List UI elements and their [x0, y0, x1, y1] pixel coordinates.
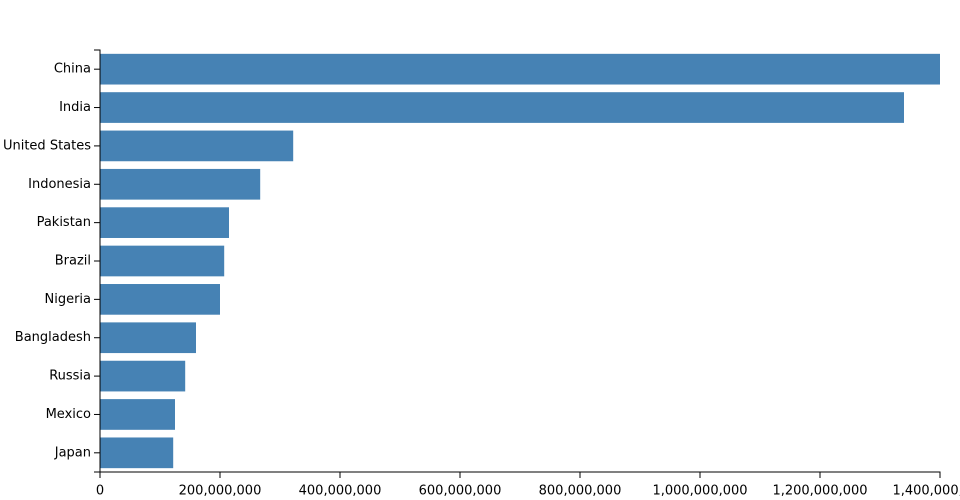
bar: [100, 53, 940, 85]
x-tick-label: 400,000,000: [299, 484, 382, 499]
bar: [100, 437, 174, 469]
bar: [100, 284, 220, 315]
bar: [100, 207, 229, 238]
y-tick-label: China: [54, 62, 91, 77]
x-tick-label: 1,200,000,000: [772, 484, 867, 499]
x-axis: [99, 471, 941, 478]
bar: [100, 360, 186, 392]
y-tick-label: Japan: [54, 445, 91, 460]
x-tick-label: 1,400,000,000: [892, 484, 960, 499]
y-tick-label: United States: [3, 138, 91, 153]
y-tick-label: Russia: [49, 369, 91, 384]
x-tick-label: 1,000,000,000: [652, 484, 747, 499]
bar: [100, 399, 175, 430]
x-tick-label: 200,000,000: [179, 484, 262, 499]
y-tick-label: Brazil: [55, 254, 91, 269]
y-tick-label: Nigeria: [44, 292, 91, 307]
x-tick-label: 0: [96, 484, 104, 499]
x-tick-label: 800,000,000: [539, 484, 622, 499]
bar: [100, 245, 225, 277]
y-tick-label: India: [59, 100, 91, 115]
y-tick-label: Indonesia: [28, 177, 91, 192]
bar: [100, 322, 196, 354]
bar: [100, 92, 904, 123]
x-tick-label: 600,000,000: [419, 484, 502, 499]
y-axis: [94, 49, 101, 473]
y-tick-label: Bangladesh: [15, 330, 91, 345]
bar: [100, 130, 294, 162]
bar: [100, 168, 261, 200]
y-tick-label: Mexico: [46, 407, 91, 422]
y-tick-label: Pakistan: [37, 215, 91, 230]
